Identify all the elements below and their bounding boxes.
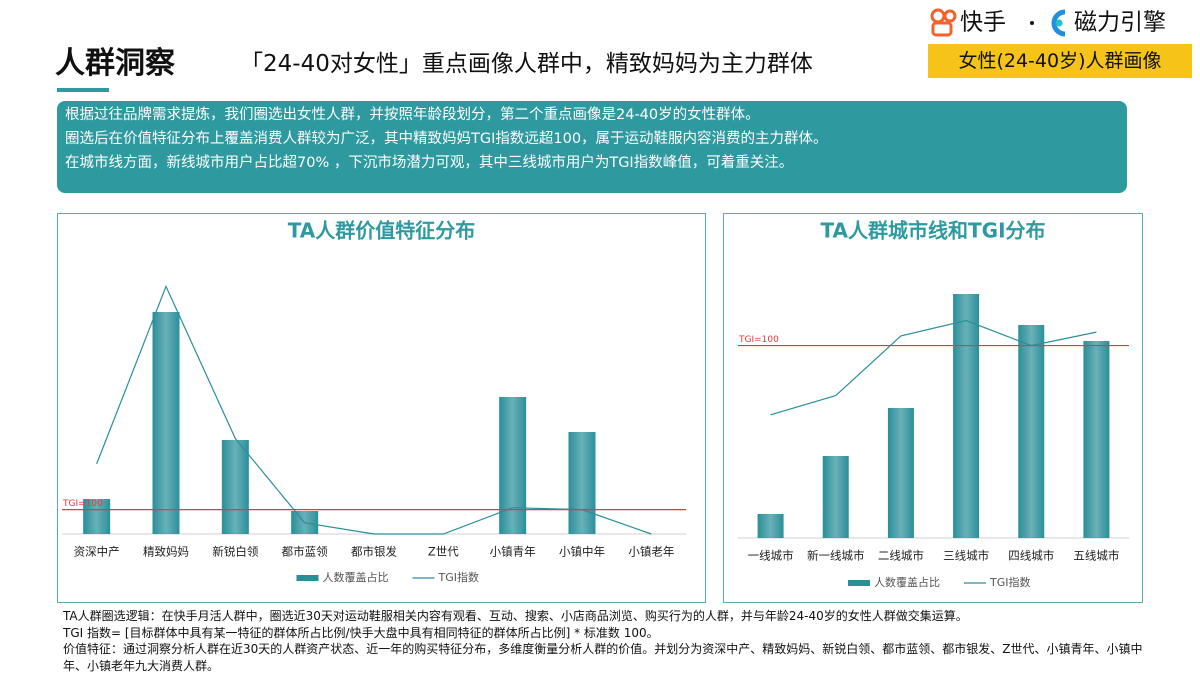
reference-label: TGI=100 [738, 335, 779, 345]
chart-panel: TA人群城市线和TGI分布一线城市 新一线城市 二线城市 三线城市 四线城市 五线城市 TG… [723, 213, 1143, 603]
x-tick-label: 小镇中年 [559, 545, 605, 559]
x-tick-label: 一线城市 [748, 549, 794, 563]
x-tick-label: 小镇老年 [628, 545, 674, 559]
page-subtitle: 「24-40对女性」重点画像人群中，精致妈妈为主力群体 [240, 51, 813, 77]
legend-label: 人数覆盖占比 [874, 575, 940, 589]
bar [1083, 341, 1110, 538]
bar [1018, 325, 1045, 538]
logo-icon [1055, 19, 1063, 27]
note-line: 价值特征：通过洞察分析人群在近30天的人群资产状态、近一年的购买特征分布，多维度… [63, 642, 1143, 673]
logo: 快手 磁力引擎 [930, 8, 1166, 37]
bar [568, 432, 596, 534]
chart-title: TA人群城市线和TGI分布 [820, 219, 1045, 243]
bar [953, 294, 980, 538]
x-tick-label: 新一线城市 [807, 549, 865, 563]
legend-label: 人数覆盖占比 [323, 570, 389, 584]
intro-line: 在城市线方面，新线城市用户占比超70% ，下沉市场潜力可观，其中三线城市用户为T… [65, 155, 794, 171]
intro-line: 根据过往品牌需求提炼，我们圈选出女性人群，并按照年龄段划分，第二个重点画像是24… [65, 107, 760, 123]
logo-icon [930, 8, 946, 24]
x-tick-label: 五线城市 [1073, 549, 1119, 563]
logo-icon [931, 21, 953, 37]
title-underline [57, 88, 109, 92]
x-tick-label: 都市蓝领 [282, 545, 328, 559]
chart-title: TA人群价值特征分布 [288, 219, 476, 243]
x-tick-label: 小镇青年 [490, 545, 536, 559]
intro-line: 圈选后在价值特征分布上覆盖消费人群较为广泛，其中精致妈妈TGI指数远超100，属… [65, 131, 828, 147]
x-tick-label: 都市银发 [351, 545, 397, 559]
x-tick-label: Z世代 [428, 545, 459, 559]
bar [757, 514, 784, 538]
bar [152, 312, 180, 534]
logo-text: 快手 [960, 10, 1006, 36]
bar [83, 499, 111, 534]
reference-label: TGI=100 [62, 499, 103, 509]
bar [499, 397, 527, 534]
chart-panel: TA人群价值特征分布资深中产 精致妈妈 新锐白领 都市蓝领 都市银发 Z世代 小镇青年 小镇中… [57, 213, 706, 603]
logo-text: 磁力引擎 [1074, 10, 1166, 36]
x-tick-label: 精致妈妈 [143, 545, 189, 559]
note-line: TA人群圈选逻辑：在快手月活人群中，圈选近30天对运动鞋服相关内容有观看、互动、… [63, 609, 968, 623]
x-tick-label: 资深中产 [74, 545, 120, 559]
bar [887, 408, 914, 538]
x-tick-label: 三线城市 [943, 549, 989, 563]
logo-dot [1030, 21, 1034, 25]
x-tick-label: 新锐白领 [212, 545, 258, 559]
legend-swatch [296, 575, 319, 581]
intro-box: 根据过往品牌需求提炼，我们圈选出女性人群，并按照年龄段划分，第二个重点画像是24… [57, 101, 1127, 193]
x-tick-label: 四线城市 [1008, 549, 1054, 563]
notes: TA人群圈选逻辑：在快手月活人群中，圈选近30天对运动鞋服相关内容有观看、互动、… [63, 608, 1143, 674]
bar [822, 456, 849, 538]
bar [221, 440, 249, 534]
tag: 女性(24-40岁)人群画像 [928, 44, 1192, 78]
logo-icon [1051, 9, 1066, 37]
note-line: TGI 指数= [目标群体中具有某一特征的群体所占比例/快手大盘中具有相同特征的… [63, 625, 659, 640]
logo-icon [943, 9, 957, 23]
legend-swatch [848, 580, 870, 586]
line [96, 284, 652, 535]
x-tick-label: 二线城市 [878, 549, 924, 563]
line [770, 319, 1097, 416]
legend-label: TGI指数 [989, 575, 1031, 589]
page-title: 人群洞察 [55, 46, 175, 81]
legend-label: TGI指数 [438, 570, 480, 584]
